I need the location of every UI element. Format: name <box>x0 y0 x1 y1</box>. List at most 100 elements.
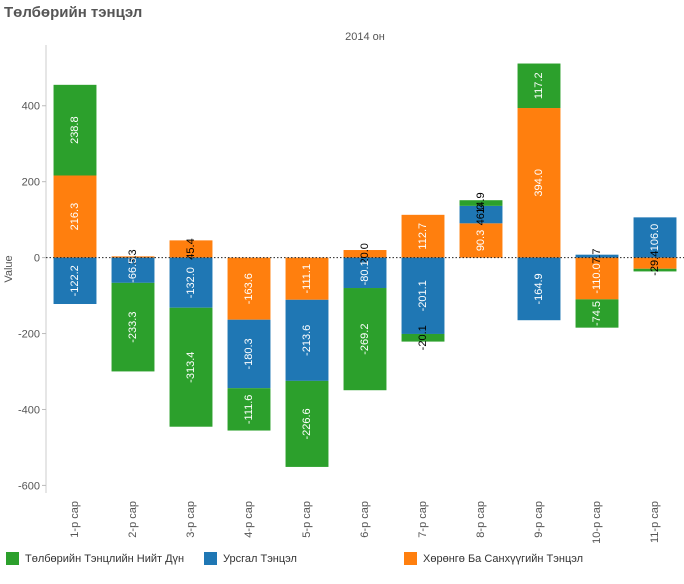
legend-label: Хөрөнгө Ба Санхүүгийн Тэнцэл <box>423 552 584 565</box>
data-label: -164.9 <box>533 273 545 304</box>
data-label: -226.6 <box>301 408 313 439</box>
x-tick-label: 2-р сар <box>127 501 139 538</box>
data-label: 106.0 <box>649 224 661 252</box>
data-label: -74.5 <box>591 301 603 326</box>
column-header: 2014 он <box>345 31 385 43</box>
legend-swatch <box>6 552 19 565</box>
x-tick-label: 9-р сар <box>533 501 545 538</box>
bar-segment[interactable] <box>227 388 271 431</box>
bar-segment[interactable] <box>517 257 561 321</box>
x-tick-label: 10-р сар <box>591 501 603 544</box>
data-label: 90.3 <box>475 230 487 251</box>
data-label: -269.2 <box>359 324 371 355</box>
bar-segment[interactable] <box>401 257 445 334</box>
bar-segment[interactable] <box>227 257 271 320</box>
bar-segment[interactable] <box>169 307 213 427</box>
bar-segment[interactable] <box>343 257 387 289</box>
bar-segment[interactable] <box>517 63 561 109</box>
data-label: -20.1 <box>417 325 429 350</box>
x-tick-label: 5-р сар <box>301 501 313 538</box>
bar-segment[interactable] <box>459 200 503 206</box>
legend-item-current[interactable]: Урсгал Тэнцэл <box>204 552 297 565</box>
y-axis-label: Value <box>3 255 15 282</box>
x-tick-label: 11-р сар <box>649 501 661 543</box>
data-label: 216.3 <box>69 203 81 231</box>
data-label: 20.0 <box>359 243 371 264</box>
bar-segment[interactable] <box>343 250 387 258</box>
legend: Төлбөрийн Тэнцлийн Нийт Дүн Урсгал Тэнцэ… <box>0 552 684 576</box>
bar-segment[interactable] <box>575 254 619 258</box>
bar-segment[interactable] <box>285 380 329 467</box>
y-tick-label: -600 <box>18 480 40 492</box>
legend-label: Урсгал Тэнцэл <box>223 552 297 565</box>
data-label: -111.1 <box>301 264 313 294</box>
bar-segment[interactable] <box>343 288 387 391</box>
x-tick-label: 7-р сар <box>417 501 429 538</box>
bar-segment[interactable] <box>53 257 97 305</box>
bar-segment[interactable] <box>53 84 97 176</box>
data-label: -180.3 <box>243 338 255 369</box>
legend-label: Төлбөрийн Тэнцлийн Нийт Дүн <box>25 552 185 565</box>
data-label: -122.2 <box>69 265 81 296</box>
bar-segment[interactable] <box>633 257 677 269</box>
data-label: 46.0 <box>475 204 487 225</box>
legend-swatch <box>204 552 217 565</box>
data-label: -29.4 <box>649 251 661 276</box>
bar-segment[interactable] <box>111 257 155 283</box>
y-tick-label: 400 <box>22 101 40 113</box>
data-label: -111.6 <box>243 395 255 425</box>
data-label: 112.7 <box>417 223 429 250</box>
bar-segment[interactable] <box>53 175 97 258</box>
data-label: 45.4 <box>185 238 197 259</box>
data-label: 14.9 <box>475 192 487 213</box>
data-label: -66.5 <box>127 258 139 283</box>
bar-segment[interactable] <box>575 257 619 300</box>
data-label: -313.4 <box>185 352 197 383</box>
data-label: -132.0 <box>185 267 197 298</box>
y-axis: -600 -400 -200 0 200 400 <box>18 45 47 493</box>
bar-segment[interactable] <box>401 214 445 258</box>
bar-segment[interactable] <box>285 299 329 381</box>
bar-segment[interactable] <box>285 257 329 300</box>
data-label: 3.3 <box>127 249 139 264</box>
bar-segment[interactable] <box>575 299 619 328</box>
data-label: -163.6 <box>243 273 255 304</box>
data-label: -110.0 <box>591 263 603 293</box>
legend-swatch <box>404 552 417 565</box>
data-label: 7.7 <box>591 249 603 264</box>
y-tick-label: 200 <box>22 177 40 189</box>
bar-segment[interactable] <box>459 205 503 224</box>
legend-item-financial[interactable]: Хөрөнгө Ба Санхүүгийн Тэнцэл <box>404 552 583 565</box>
bar-segment[interactable] <box>633 268 677 272</box>
page-title: Төлбөрийн тэнцэл <box>4 4 143 21</box>
y-tick-label: 0 <box>34 253 40 265</box>
data-label: 394.0 <box>533 169 545 197</box>
bar-segment[interactable] <box>401 333 445 342</box>
x-tick-label: 4-р сар <box>243 501 255 538</box>
x-tick-label: 8-р сар <box>475 501 487 538</box>
bar-segment[interactable] <box>633 217 677 258</box>
bar-segment[interactable] <box>227 319 271 389</box>
data-labels: 216.3 -122.2 238.8 3.3-66.5 -233.3 45.4 -132.0… <box>69 72 661 439</box>
bar-segment[interactable] <box>459 223 503 258</box>
x-tick-label: 1-р сар <box>69 501 81 538</box>
x-axis: 1-р сар 2-р сар 3-р сар 4-р сар 5-р сар 6-р с… <box>69 501 661 544</box>
bar-segment[interactable] <box>517 108 561 258</box>
x-tick-label: 6-р сар <box>359 501 371 538</box>
data-label: -80.1 <box>359 260 371 285</box>
data-label: 238.8 <box>69 116 81 144</box>
bar-segment[interactable] <box>111 256 155 258</box>
bar-segment[interactable] <box>169 240 213 258</box>
data-label: -233.3 <box>127 312 139 343</box>
data-label: -213.6 <box>301 325 313 356</box>
balance-of-payments-chart: 2014 он Value -600 -400 -200 0 200 400 216.3 -… <box>3 31 684 544</box>
y-tick-label: -400 <box>18 404 40 416</box>
bars <box>46 63 684 467</box>
x-tick-label: 3-р сар <box>185 501 197 538</box>
bar-segment[interactable] <box>169 257 213 308</box>
legend-item-total[interactable]: Төлбөрийн Тэнцлийн Нийт Дүн <box>6 552 184 565</box>
bar-segment[interactable] <box>111 282 155 372</box>
data-label: 117.2 <box>533 72 545 99</box>
data-label: -201.1 <box>417 280 429 311</box>
y-tick-label: -200 <box>18 329 40 341</box>
